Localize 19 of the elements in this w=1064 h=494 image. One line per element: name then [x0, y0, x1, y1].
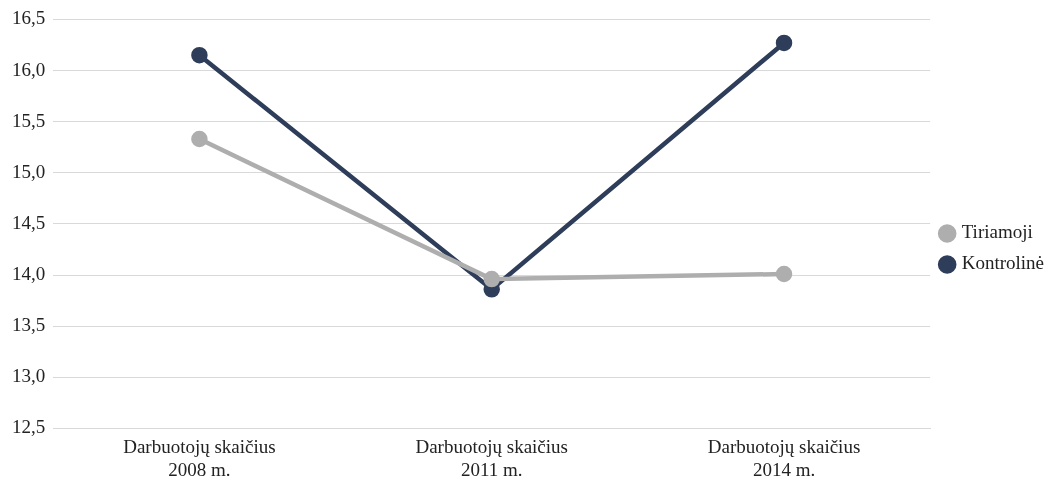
point — [775, 34, 793, 52]
point — [191, 46, 208, 64]
y-tick-label: 14,0 — [12, 263, 46, 285]
point — [775, 265, 793, 283]
point — [483, 270, 500, 288]
y-tick-label: 13,0 — [12, 365, 46, 387]
y-tick-label: 12,5 — [12, 416, 46, 438]
point — [191, 130, 208, 148]
x-tick-label: Darbuotojų skaičius 2008 m. — [123, 435, 276, 480]
y-tick-label: 14,5 — [12, 211, 46, 233]
y-tick-label: 16,5 — [12, 7, 46, 29]
y-tick-label: 13,5 — [12, 314, 46, 336]
y-tick-label: 16,0 — [12, 58, 46, 80]
x-tick-label: Darbuotojų skaičius 2014 m. — [707, 435, 861, 480]
y-tick-label: 15,5 — [12, 109, 46, 131]
y-tick-label: 15,0 — [12, 160, 46, 182]
legend-label: Tiriamoji — [961, 221, 1033, 243]
legend-label: Kontrolinė — [961, 252, 1045, 274]
x-tick-label: Darbuotojų skaičius 2011 m. — [415, 435, 568, 480]
